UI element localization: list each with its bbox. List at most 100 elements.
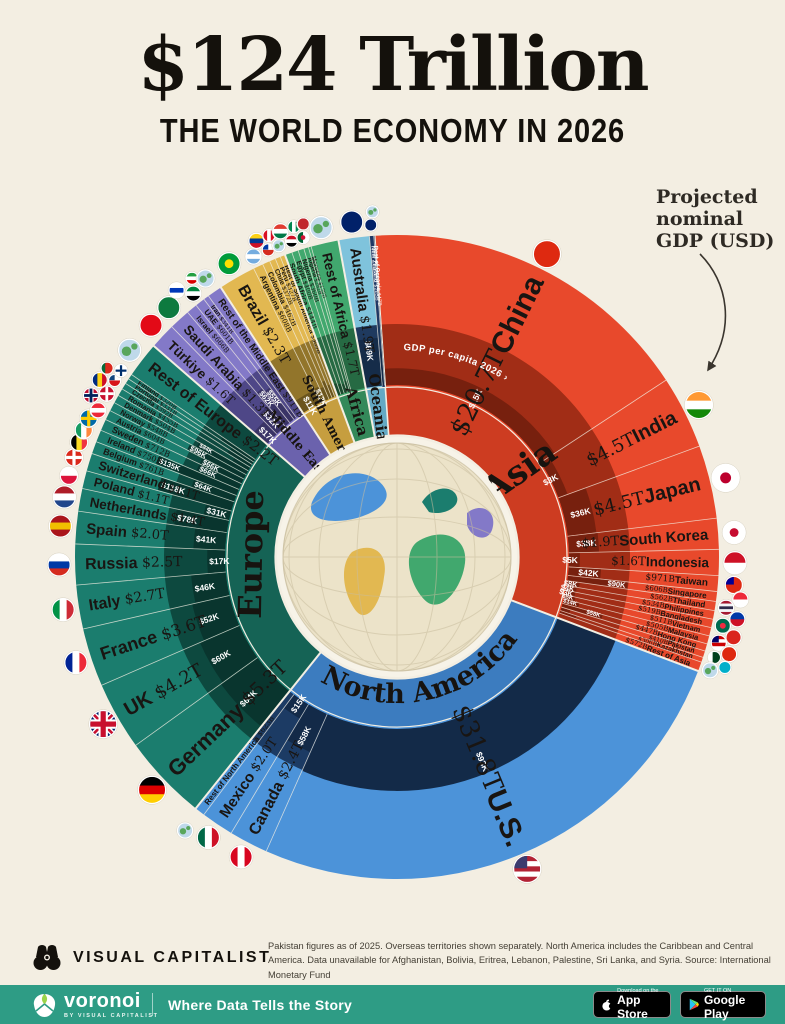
percap-bar-russia <box>207 549 226 574</box>
flag-norway-icon <box>82 386 100 405</box>
app-store-line1: Download on the <box>617 988 659 995</box>
country-label-south-korea: $1.9TSouth Korea <box>581 526 709 552</box>
percap-bar-singapore <box>567 575 628 589</box>
percap-badge-indonesia: $5K <box>562 555 579 565</box>
percap-badge-bangladesh: $3K <box>558 587 574 599</box>
percap-bar-uae <box>265 387 294 423</box>
google-play-line1: GET IT ON <box>703 988 732 995</box>
flag-singapore-icon <box>731 590 750 609</box>
flag-rest-of-the-middle-east-icon <box>195 268 216 289</box>
percap-bar-norway <box>187 444 246 479</box>
flag-uae-icon <box>184 284 203 303</box>
flag-uk-icon <box>88 709 118 739</box>
percap-badge-vietnam: $5K <box>562 594 575 603</box>
continent-ring-asia <box>384 386 568 618</box>
percap-badge-japan: $36K <box>569 505 592 520</box>
google-play-badge[interactable]: GET IT ON Google Play <box>680 988 766 1021</box>
percap-bar-ireland <box>156 456 239 496</box>
flag-netherlands-icon <box>52 484 77 510</box>
percap-bar-chile <box>322 380 332 399</box>
flag-bangladesh-icon <box>714 617 732 635</box>
percap-bar-denmark <box>196 442 248 475</box>
google-play-line2: Google Play <box>703 993 746 1021</box>
app-store-badge[interactable]: Download on the App Store <box>593 988 671 1020</box>
country-label-rest-of-oceania: Rest of Oceania $47B <box>372 246 382 307</box>
divider <box>152 993 153 1016</box>
flag-china-icon <box>532 239 562 269</box>
percap-bar-pakistan <box>560 607 571 614</box>
sunburst-chart: $15K$20.7TChina $3K$4.5TIndia $36K $4.5TJ… <box>46 204 750 884</box>
percap-bar-thailand <box>566 581 580 588</box>
percap-bar-saudi-arabia <box>258 406 285 434</box>
flag-thailand-icon <box>717 598 735 617</box>
flag-portugal-icon <box>99 360 115 376</box>
flag-austria-icon <box>89 401 107 420</box>
percap-bar-algeria <box>344 380 350 393</box>
percap-badge-italy: $46K <box>194 581 216 594</box>
voronoi-sub: BY VISUAL CAPITALIST <box>64 1013 159 1019</box>
percap-bar-morocco <box>347 381 351 392</box>
percap-bar-u-s <box>302 618 616 791</box>
flag-denmark-icon <box>98 384 116 403</box>
gdp-annotation: Projected nominal GDP (USD) <box>656 186 775 253</box>
percap-bar-egypt <box>337 383 344 395</box>
flag-france-icon <box>63 650 89 675</box>
country-label-taiwan: $971BTaiwan <box>645 572 708 588</box>
flag-algeria-icon <box>295 230 311 245</box>
voronoi-wordmark: voronoi <box>64 990 141 1012</box>
percap-badge-philippines: $4K <box>560 583 576 594</box>
binoculars-icon <box>33 945 61 970</box>
percap-bar-austria <box>199 458 244 484</box>
percap-bar-germany <box>221 657 290 727</box>
percap-badge-south-korea: $38K <box>576 537 598 549</box>
continent-ring-oceania <box>365 386 390 438</box>
percap-bar-czechia <box>227 450 252 467</box>
flag-ireland-icon <box>74 420 94 440</box>
percap-badge-thailand: $8K <box>563 578 579 589</box>
percap-badge-spain: $41K <box>196 534 218 546</box>
percap-bar-vietnam <box>563 595 576 602</box>
flag-indonesia-icon <box>722 550 748 575</box>
percap-bar-kazakhstan <box>559 611 577 619</box>
flag-hong-kong-icon <box>720 645 738 663</box>
country-label-new-zealand: New Zealand $263B <box>369 246 379 301</box>
percap-bar-poland <box>203 504 232 520</box>
percap-badge-singapore: $90K <box>607 579 626 590</box>
percap-badge-taiwan: $42K <box>578 567 600 579</box>
percap-bar-philippines <box>565 586 577 592</box>
percap-badge-netherlands: $78K <box>176 512 199 526</box>
percap-bar-finland <box>221 437 255 462</box>
voronoi-tagline: Where Data Tells the Story <box>168 997 353 1013</box>
visual-capitalist-wordmark: VISUAL CAPITALIST <box>73 949 272 966</box>
flag-iran-icon <box>184 271 200 286</box>
percap-bar-brazil <box>295 390 321 413</box>
page-title: $124 Trillion <box>137 22 650 108</box>
flag-rest-of-oceania-icon <box>365 204 380 220</box>
percap-bar-italy <box>191 572 230 603</box>
percap-bar-switzerland <box>157 477 234 511</box>
flag-rest-of-north-america-icon <box>176 821 194 840</box>
flag-new-zealand-icon <box>363 217 378 233</box>
country-label-italy: Italy $2.7T <box>87 585 166 614</box>
percap-bar-spain <box>193 528 227 550</box>
percap-bar-peru <box>327 384 335 398</box>
country-label-indonesia: $1.6TIndonesia <box>611 553 709 570</box>
flag-switzerland-icon <box>64 447 84 468</box>
flag-poland-icon <box>59 466 79 486</box>
percap-bar-israel <box>257 388 290 427</box>
percap-bar-uk <box>200 625 258 683</box>
flag-vietnam-icon <box>724 628 743 647</box>
flag-israel-icon <box>167 281 186 300</box>
percap-bar-south-korea <box>567 533 599 553</box>
voronoi-bar: voronoi BY VISUAL CAPITALIST Where Data … <box>0 985 785 1024</box>
continent-label-europe: Europe <box>231 490 271 619</box>
percap-bar-south-africa <box>333 383 341 396</box>
flag-taiwan-icon <box>724 575 744 595</box>
percap-track-asia <box>380 324 630 640</box>
wedge-china <box>374 235 667 464</box>
country-label-spain: Spain $2.0T <box>86 520 170 545</box>
percap-bar-portugal <box>230 447 254 464</box>
percap-bar-malaysia <box>562 599 580 608</box>
country-label-algeria: Algeria $292B <box>306 257 323 296</box>
flag-pakistan-icon <box>707 650 722 665</box>
